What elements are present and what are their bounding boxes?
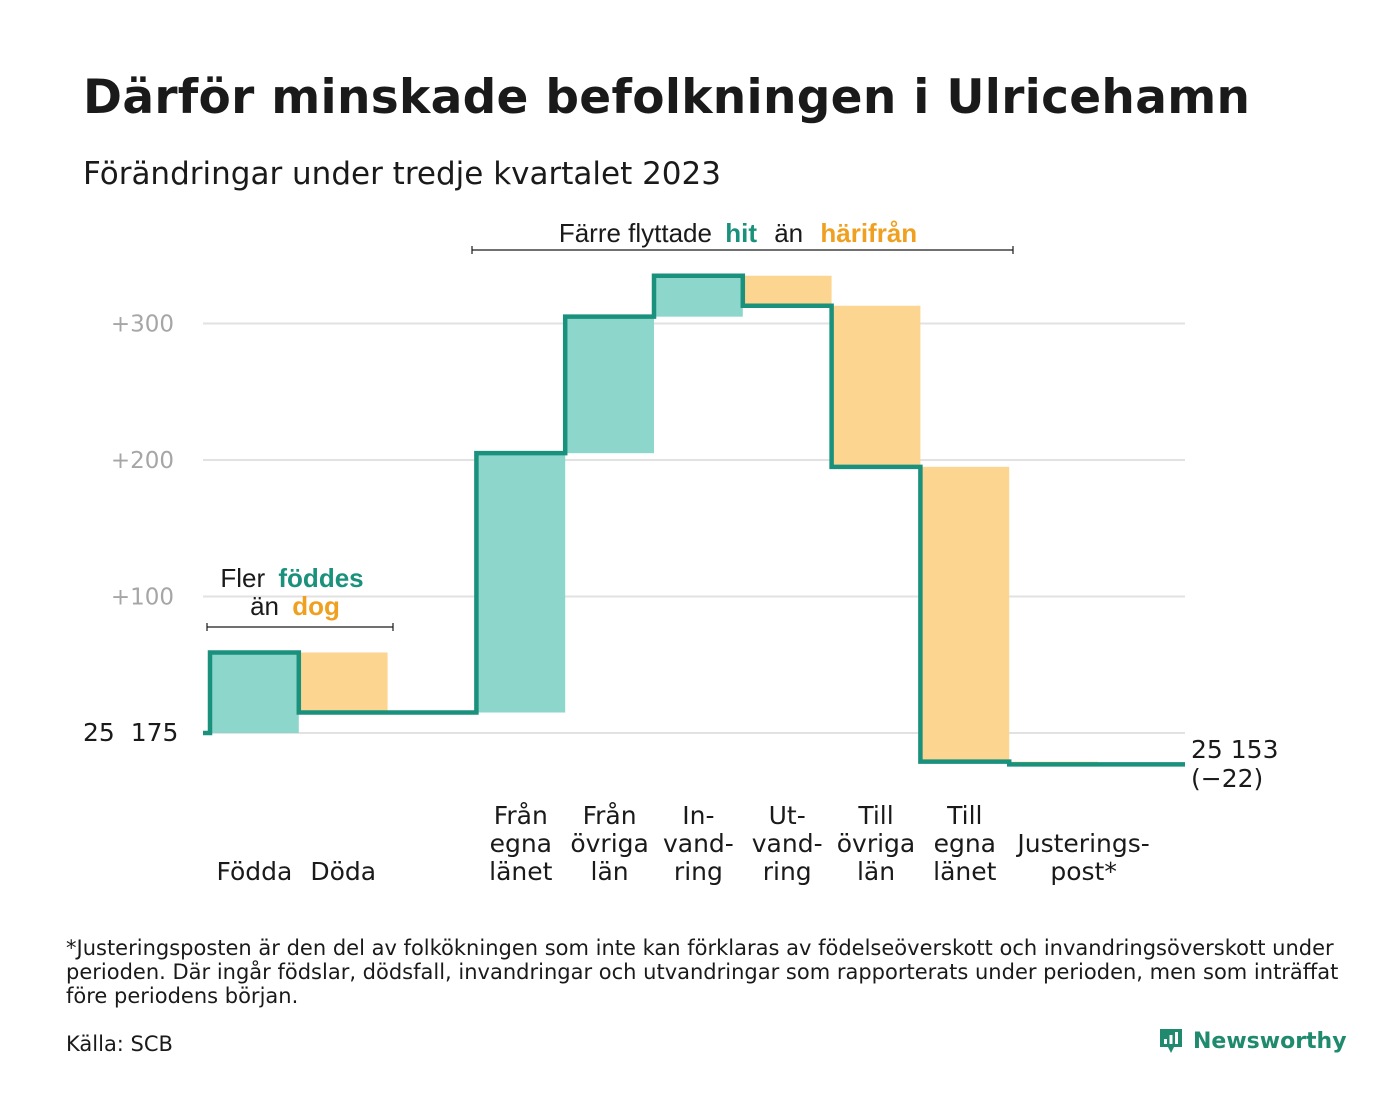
migration-annotation-prefix: Färre flyttade: [559, 218, 712, 248]
category-label: Till övriga län: [837, 801, 916, 886]
y-tick-label: +100: [111, 585, 174, 611]
svg-text:Fler föddes: Fler föddes: [220, 563, 363, 593]
grid-lines: [203, 322, 1185, 734]
category-label: Från övriga län: [570, 801, 649, 886]
y-tick-label: +300: [111, 312, 174, 338]
y-axis-ticks: +100 +200 +300: [111, 312, 174, 611]
start-value-label: 25 175: [83, 718, 178, 747]
migration-annotation-bracket: [471, 246, 1014, 254]
brand-logo: Newsworthy: [1158, 1027, 1347, 1055]
source-label: Källa: SCB: [66, 1032, 173, 1056]
waterfall-chart: +100 +200 +300 Födda Döda Från egna länet Från ö…: [83, 218, 1278, 886]
category-label: Ut-vand-ring: [752, 801, 823, 886]
waterfall-bar: [831, 305, 921, 467]
migration-annotation-hit: hit: [725, 218, 757, 248]
category-label: Till egna länet: [933, 801, 996, 886]
chart-title: Därför minskade befolkningen i Ulriceham…: [83, 70, 1251, 125]
waterfall-bar: [742, 275, 832, 306]
death-annotation-highlight: dog: [292, 591, 340, 621]
y-tick-label: +200: [111, 448, 174, 474]
birth-annotation-prefix: Fler: [220, 563, 265, 593]
waterfall-bar: [298, 652, 388, 713]
brand-name: Newsworthy: [1193, 1028, 1347, 1054]
svg-text:än dog: än dog: [250, 591, 340, 621]
category-label: In-vand-ring: [663, 801, 734, 886]
waterfall-bar: [654, 275, 743, 317]
waterfall-bar: [565, 316, 654, 454]
migration-annotation: Färre flyttade hit än härifrån: [471, 218, 1014, 254]
chart-subtitle: Förändringar under tredje kvartalet 2023: [83, 156, 721, 192]
waterfall-bar: [920, 466, 1010, 762]
bars: [210, 275, 1098, 765]
footnote: *Justeringsposten är den del av folkökni…: [66, 936, 1339, 1008]
death-annotation-prefix: än: [250, 591, 279, 621]
birth-annotation: Fler föddes än dog: [206, 563, 394, 631]
migration-annotation-harifran: härifrån: [820, 218, 917, 248]
birth-annotation-highlight: föddes: [278, 563, 363, 593]
waterfall-bar: [476, 453, 566, 713]
newsworthy-logo-icon: [1160, 1029, 1182, 1053]
category-label: Födda: [216, 857, 292, 886]
category-label: Döda: [310, 857, 376, 886]
end-value-label: 25 153: [1191, 735, 1278, 764]
migration-annotation-middle: än: [774, 218, 803, 248]
waterfall-bar: [210, 652, 299, 733]
end-change-label: (−22): [1191, 764, 1263, 793]
birth-annotation-bracket: [206, 623, 394, 631]
svg-text:Färre flyttade hit: Färre flyttade hit än härifrån: [559, 218, 917, 248]
cumulative-step-line: [203, 273, 1185, 767]
category-label: Från egna länet: [489, 801, 552, 886]
category-label: Justerings-post*: [1015, 829, 1149, 886]
category-labels: Födda Döda Från egna länet Från övriga länIn-va…: [216, 801, 1149, 886]
